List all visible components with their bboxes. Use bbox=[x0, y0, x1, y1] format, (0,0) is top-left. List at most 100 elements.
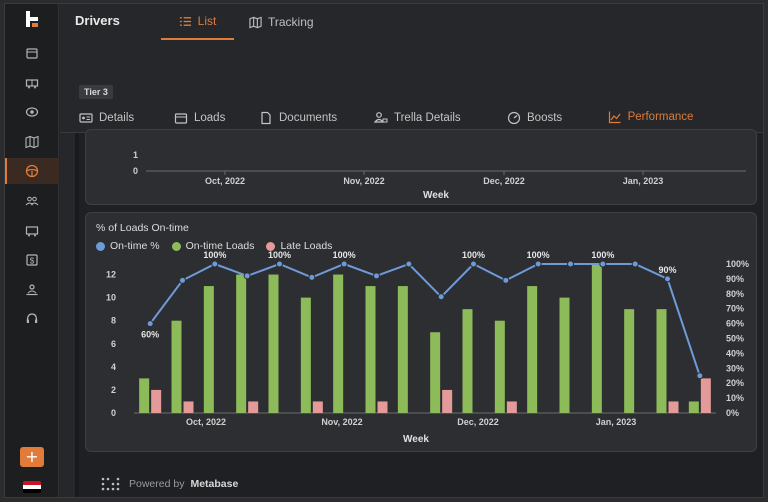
y-tick-label: 0 bbox=[133, 166, 138, 176]
chart-title: % of Loads On-time bbox=[96, 222, 189, 234]
tab-documents[interactable]: Documents bbox=[259, 103, 337, 133]
y-left-tick-label: 10 bbox=[106, 293, 116, 303]
bar-ontime-loads bbox=[430, 332, 441, 413]
sidebar-item-dollar[interactable]: $ bbox=[5, 247, 59, 273]
svg-text:$: $ bbox=[30, 257, 35, 266]
chart-legend: On-time % On-time Loads Late Loads bbox=[96, 240, 332, 252]
bar-late-loads bbox=[183, 401, 194, 413]
point-ontime-pct bbox=[664, 275, 671, 283]
tab-boosts-label: Boosts bbox=[527, 112, 563, 124]
line-ontime-pct bbox=[149, 262, 701, 377]
box-icon bbox=[174, 113, 188, 124]
tab-details[interactable]: Details bbox=[79, 103, 134, 133]
list-icon bbox=[179, 16, 191, 26]
legend-dot bbox=[171, 241, 181, 251]
bar-ontime-loads bbox=[171, 320, 182, 413]
bar-late-loads bbox=[700, 378, 711, 413]
eye-icon bbox=[25, 107, 39, 117]
metabase-footer[interactable]: Powered by Metabase bbox=[75, 469, 763, 497]
dashboard-area[interactable]: 1 0 Oct, 2022 Nov, 2022 Dec, 2022 Jan, 2023 We… bbox=[75, 129, 763, 497]
y-right-tick-label: 30% bbox=[726, 363, 744, 373]
y-right-tick-label: 100% bbox=[726, 259, 749, 269]
tab-tracking-label: Tracking bbox=[268, 15, 314, 29]
sidebar-item-truck[interactable] bbox=[5, 70, 59, 96]
bar-ontime-loads bbox=[591, 263, 602, 413]
bar-ontime-loads bbox=[462, 309, 473, 413]
tab-list[interactable]: List bbox=[161, 4, 234, 40]
point-ontime-pct bbox=[470, 260, 477, 268]
y-left-tick-label: 6 bbox=[111, 339, 116, 349]
ontime-chart: 0 2 4 6 8 10 12 0% 10% 20% 30% 40% 50% 60% 70% 80% 90% 10… bbox=[106, 250, 749, 445]
legend-dot bbox=[266, 241, 276, 251]
point-ontime-pct bbox=[405, 260, 413, 268]
point-ontime-pct bbox=[567, 260, 574, 268]
x-tick-label: Oct, 2022 bbox=[186, 417, 226, 427]
users-icon bbox=[25, 196, 39, 206]
add-button[interactable]: + bbox=[20, 447, 44, 467]
point-ontime-pct bbox=[243, 272, 251, 280]
id-card-icon bbox=[79, 113, 93, 123]
bar-ontime-loads bbox=[559, 297, 570, 413]
bar-ontime-loads bbox=[333, 274, 344, 413]
legend-late-loads[interactable]: Late Loads bbox=[266, 240, 332, 252]
headset-icon bbox=[26, 313, 38, 324]
bar-late-loads bbox=[442, 389, 453, 413]
tab-documents-label: Documents bbox=[279, 112, 338, 124]
sidebar-item-steering-wheel[interactable] bbox=[5, 158, 59, 185]
legend-label: Late Loads bbox=[280, 240, 333, 252]
y-left-tick-label: 12 bbox=[106, 270, 116, 280]
x-tick-label: Dec, 2022 bbox=[457, 417, 499, 427]
data-label: 100% bbox=[527, 250, 550, 260]
data-label: 60% bbox=[141, 330, 159, 340]
legend-dot bbox=[96, 241, 105, 251]
bar-ontime-loads bbox=[397, 286, 408, 413]
sidebar-item-users[interactable] bbox=[5, 188, 59, 214]
bar-late-loads bbox=[377, 401, 388, 413]
bar-ontime-loads bbox=[624, 309, 635, 413]
data-label: 100% bbox=[203, 250, 226, 260]
tab-trella-details[interactable]: Trella Details bbox=[374, 103, 461, 133]
tab-boosts[interactable]: Boosts bbox=[507, 103, 562, 133]
sidebar-item-headset[interactable] bbox=[5, 306, 59, 332]
point-ontime-pct bbox=[631, 260, 639, 268]
data-label: 90% bbox=[658, 265, 676, 275]
x-tick-label: Nov, 2022 bbox=[343, 176, 384, 186]
legend-label: On-time Loads bbox=[185, 240, 255, 252]
data-label: 100% bbox=[591, 250, 614, 260]
tab-loads-label: Loads bbox=[194, 112, 226, 124]
y-left-tick-label: 8 bbox=[111, 316, 116, 326]
legend-ontime-loads[interactable]: On-time Loads bbox=[171, 240, 255, 252]
legend-label: On-time % bbox=[110, 240, 160, 252]
egypt-flag-icon[interactable] bbox=[23, 481, 41, 493]
sidebar-item-calendar[interactable] bbox=[5, 40, 59, 66]
point-ontime-pct bbox=[308, 273, 316, 281]
bar-late-loads bbox=[248, 401, 259, 413]
tier-badge: Tier 3 bbox=[79, 85, 113, 99]
trella-logo bbox=[26, 11, 38, 27]
y-left-tick-label: 2 bbox=[111, 385, 116, 395]
dollar-icon: $ bbox=[26, 254, 38, 266]
point-ontime-pct bbox=[373, 272, 380, 280]
tab-trella-details-label: Trella Details bbox=[394, 112, 461, 124]
sidebar-item-trailer[interactable] bbox=[5, 218, 59, 244]
truck-icon bbox=[25, 78, 39, 89]
sidebar-item-map[interactable] bbox=[5, 129, 59, 155]
y-right-tick-label: 80% bbox=[726, 289, 744, 299]
x-tick-label: Dec, 2022 bbox=[483, 176, 525, 186]
bar-ontime-loads bbox=[236, 274, 247, 413]
sidebar-item-user-desk[interactable] bbox=[5, 277, 59, 303]
legend-ontime-pct[interactable]: On-time % bbox=[96, 240, 160, 252]
tab-loads[interactable]: Loads bbox=[174, 103, 225, 133]
bar-late-loads bbox=[151, 389, 162, 413]
footer-prefix: Powered by bbox=[129, 478, 185, 490]
tab-tracking[interactable]: Tracking bbox=[249, 4, 314, 40]
point-ontime-pct bbox=[340, 260, 348, 268]
calendar-icon bbox=[26, 48, 38, 59]
bar-ontime-loads bbox=[527, 286, 538, 413]
y-right-tick-label: 70% bbox=[726, 304, 744, 314]
ontime-chart-card: % of Loads On-time On-time % On-time Loa… bbox=[85, 212, 757, 452]
y-right-tick-label: 40% bbox=[726, 348, 744, 358]
sidebar-item-eye[interactable] bbox=[5, 99, 59, 125]
y-left-tick-label: 4 bbox=[111, 362, 116, 372]
point-ontime-pct bbox=[502, 276, 510, 284]
